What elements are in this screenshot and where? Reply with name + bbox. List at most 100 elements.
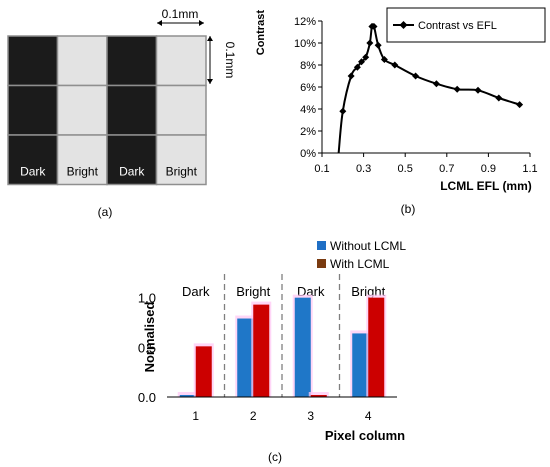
c-y-axis-ticks: 0.0 0.5 1.0 — [138, 291, 156, 405]
c-y-tick-label: 1.0 — [138, 291, 156, 306]
b-data-point — [347, 72, 355, 80]
c-legend: Without LCML With LCML — [317, 239, 406, 271]
checker-label: Dark — [20, 165, 46, 179]
caption-c: (c) — [268, 450, 282, 464]
checker-cell-bright — [155, 84, 207, 136]
v-dimension-arrow-top — [207, 36, 213, 41]
caption-a: (a) — [98, 205, 113, 219]
c-bar-with-lcml — [368, 297, 385, 397]
c-bars — [177, 294, 387, 397]
c-section-dividers — [223, 274, 341, 397]
checker-label: Bright — [166, 165, 198, 179]
c-x-tick-label: 4 — [365, 409, 372, 423]
b-y-axis-title: Contrast — [255, 10, 267, 56]
b-y-tick-label: 0% — [300, 148, 316, 160]
checker-cell-dark — [106, 35, 158, 87]
panel-a-checkerboard: Dark Bright Dark Bright 0.1mm 0.1mm (a) — [7, 7, 237, 219]
c-bar-without-lcml — [294, 297, 311, 397]
c-section-label: Bright — [236, 284, 270, 299]
c-y-tick-label: 0.0 — [138, 390, 156, 405]
b-y-tick-label: 10% — [294, 38, 316, 50]
c-legend-swatch-without — [317, 241, 326, 250]
c-legend-label-with: With LCML — [330, 257, 390, 271]
b-data-point — [366, 39, 374, 47]
checker-labels: Dark Bright Dark Bright — [20, 165, 198, 179]
checker-cell-dark — [7, 35, 59, 87]
v-dimension-arrow-bottom — [207, 79, 213, 84]
c-legend-swatch-with — [317, 259, 326, 268]
b-series-markers — [339, 23, 524, 115]
b-legend-marker-swatch — [399, 21, 408, 29]
panel-b-line-chart: 0% 2% 4% 6% 8% 10% 12% 0.1 0.3 0.5 0.7 0.9 1.1 Cont… — [255, 7, 546, 216]
checker-cell-bright — [56, 134, 108, 186]
b-y-tick-label: 12% — [294, 16, 316, 28]
checker-cell-bright — [56, 35, 108, 87]
c-section-labels: Dark Bright Dark Bright — [182, 284, 386, 299]
checker-label: Bright — [67, 165, 99, 179]
checker-cell-dark — [7, 84, 59, 136]
c-bar-halo — [308, 392, 329, 397]
b-data-point — [370, 23, 378, 30]
b-x-axis-title: LCML EFL (mm) — [440, 179, 532, 193]
c-legend-label-without: Without LCML — [330, 239, 406, 253]
b-x-tick-label: 0.3 — [356, 163, 371, 175]
b-data-point — [412, 72, 420, 80]
b-x-tick-label: 1.1 — [522, 163, 537, 175]
c-bar-halo — [177, 392, 198, 397]
c-y-tick-label: 0.5 — [138, 340, 156, 355]
b-data-point — [453, 85, 461, 93]
b-x-axis-ticks: 0.1 0.3 0.5 0.7 0.9 1.1 — [314, 153, 538, 175]
b-data-point — [391, 61, 399, 69]
b-y-tick-label: 8% — [300, 60, 316, 72]
c-bar-without-lcml — [179, 395, 196, 397]
h-dimension-label: 0.1mm — [162, 7, 199, 21]
c-bar-without-lcml — [237, 318, 254, 397]
c-x-axis-ticks: 1 2 3 4 — [192, 409, 372, 423]
b-y-axis-ticks: 0% 2% 4% 6% 8% 10% 12% — [294, 16, 322, 160]
b-series-line — [337, 23, 520, 154]
b-y-tick-label: 2% — [300, 126, 316, 138]
b-data-point — [474, 86, 482, 94]
b-x-tick-label: 0.7 — [439, 163, 454, 175]
checker-cell-bright — [155, 134, 207, 186]
b-legend: Contrast vs EFL — [386, 7, 546, 43]
checker-cell-dark — [106, 134, 158, 186]
b-data-point — [432, 80, 440, 88]
c-section-label: Dark — [182, 284, 210, 299]
b-data-point — [353, 63, 361, 71]
b-x-tick-label: 0.5 — [398, 163, 413, 175]
v-dimension-label: 0.1mm — [223, 42, 237, 79]
checker-cell-dark — [7, 134, 59, 186]
h-dimension-arrow-right — [199, 20, 204, 26]
b-legend-label: Contrast vs EFL — [418, 20, 497, 32]
c-x-tick-label: 3 — [307, 409, 314, 423]
c-bar-with-lcml — [253, 304, 270, 397]
c-x-tick-label: 2 — [250, 409, 257, 423]
b-x-tick-label: 0.1 — [314, 163, 329, 175]
checker-grid — [7, 35, 207, 186]
b-x-tick-label: 0.9 — [481, 163, 496, 175]
h-dimension-arrow-left — [157, 20, 162, 26]
b-data-point — [358, 58, 366, 66]
b-data-point — [516, 101, 524, 109]
c-bar-with-lcml — [310, 395, 327, 397]
b-y-tick-label: 6% — [300, 82, 316, 94]
c-y-axis-title: Normalised — [142, 302, 157, 373]
caption-b: (b) — [401, 202, 416, 216]
c-x-axis-title: Pixel column — [325, 428, 405, 443]
b-data-point — [380, 56, 388, 63]
b-data-point — [362, 53, 370, 61]
b-data-point — [339, 107, 347, 115]
checker-cell-bright — [155, 35, 207, 87]
checker-cell-bright — [56, 84, 108, 136]
checker-label: Dark — [119, 165, 145, 179]
c-bar-without-lcml — [352, 333, 369, 397]
checker-cell-dark — [106, 84, 158, 136]
b-y-tick-label: 4% — [300, 104, 316, 116]
c-bar-with-lcml — [195, 346, 212, 397]
b-data-point — [374, 41, 382, 49]
c-x-tick-label: 1 — [192, 409, 199, 423]
b-data-point — [495, 94, 503, 102]
